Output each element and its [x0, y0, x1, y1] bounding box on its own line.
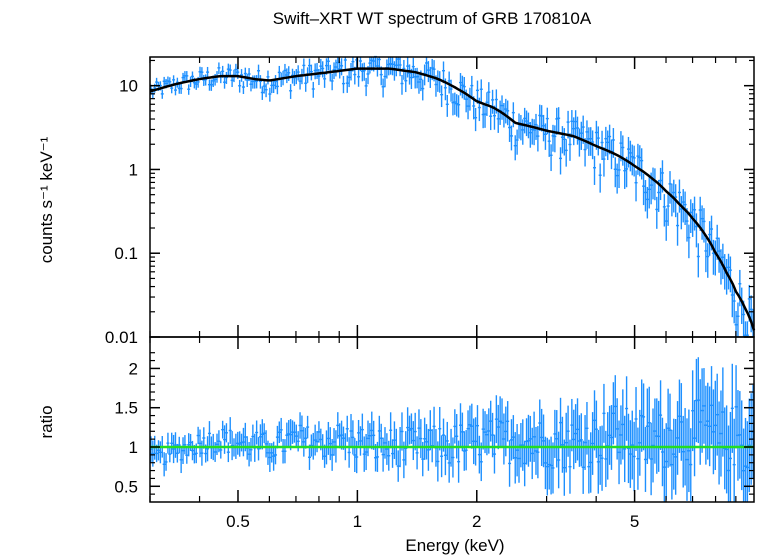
chart-title: Swift–XRT WT spectrum of GRB 170810A — [273, 9, 592, 28]
x-axis-label: Energy (keV) — [405, 536, 504, 555]
spectrum-frame — [149, 56, 755, 338]
x-tick-label: 2 — [472, 512, 481, 531]
y-tick-label: 1 — [129, 438, 138, 457]
y-tick-label: 10 — [119, 77, 138, 96]
y-tick-label: 2 — [129, 359, 138, 378]
y-axis-label-spectrum: counts s⁻¹ keV⁻¹ — [37, 136, 56, 263]
y-axis-label-ratio: ratio — [37, 405, 56, 438]
x-tick-label: 5 — [630, 512, 639, 531]
spectrum-panel: 0.01 0.1 1 10 — [105, 55, 756, 347]
y-tick-label: 0.1 — [114, 244, 138, 263]
y-tick-label: 1 — [129, 160, 138, 179]
ratio-panel: 0.5 1 1.5 2 0.5 1 2 5 — [114, 57, 755, 531]
y-tick-label: 0.01 — [105, 328, 138, 347]
x-tick-label: 1 — [353, 512, 362, 531]
x-tick-label: 0.5 — [226, 512, 250, 531]
y-tick-label: 0.5 — [114, 477, 138, 496]
model-curve — [149, 67, 756, 331]
y-tick-label: 1.5 — [114, 399, 138, 418]
ratio-frame — [149, 336, 755, 503]
